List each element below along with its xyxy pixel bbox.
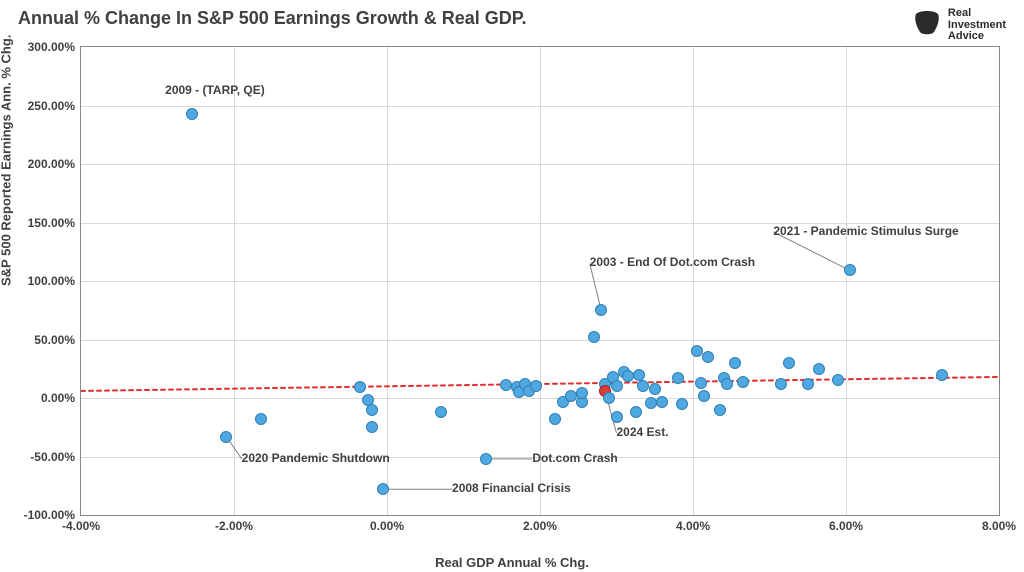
- annotation-label: 2008 Financial Crisis: [452, 481, 571, 495]
- scatter-point: [729, 357, 741, 369]
- scatter-point: [220, 431, 232, 443]
- scatter-point: [622, 370, 634, 382]
- scatter-point: [695, 377, 707, 389]
- scatter-point: [702, 351, 714, 363]
- scatter-point: [633, 369, 645, 381]
- scatter-point: [611, 411, 623, 423]
- annotation-label: 2024 Est.: [617, 425, 669, 439]
- y-tick-label: 150.00%: [28, 216, 75, 230]
- x-tick-label: 6.00%: [829, 519, 863, 533]
- scatter-point: [691, 345, 703, 357]
- scatter-point: [714, 404, 726, 416]
- scatter-point: [649, 383, 661, 395]
- scatter-point: [645, 397, 657, 409]
- annotation-label: 2020 Pandemic Shutdown: [242, 451, 390, 465]
- scatter-point: [186, 108, 198, 120]
- scatter-point: [366, 404, 378, 416]
- scatter-point: [500, 379, 512, 391]
- lion-icon: [912, 8, 942, 38]
- scatter-point: [354, 381, 366, 393]
- scatter-point: [637, 380, 649, 392]
- annotation-label: 2003 - End Of Dot.com Crash: [590, 255, 755, 269]
- x-tick-label: 8.00%: [982, 519, 1016, 533]
- scatter-point: [844, 264, 856, 276]
- scatter-point: [611, 380, 623, 392]
- scatter-point: [595, 304, 607, 316]
- chart-title: Annual % Change In S&P 500 Earnings Grow…: [18, 8, 526, 29]
- y-tick-label: 200.00%: [28, 157, 75, 171]
- y-tick-label: 0.00%: [41, 391, 75, 405]
- scatter-point: [936, 369, 948, 381]
- y-tick-label: -50.00%: [30, 450, 75, 464]
- scatter-point: [775, 378, 787, 390]
- scatter-point: [588, 331, 600, 343]
- scatter-point: [698, 390, 710, 402]
- annotation-label: 2021 - Pandemic Stimulus Surge: [773, 224, 958, 238]
- x-tick-label: 0.00%: [370, 519, 404, 533]
- scatter-point: [603, 392, 615, 404]
- x-tick-label: -2.00%: [215, 519, 253, 533]
- trend-line: [81, 47, 999, 515]
- scatter-point: [630, 406, 642, 418]
- scatter-point: [832, 374, 844, 386]
- scatter-point: [576, 387, 588, 399]
- x-tick-label: 4.00%: [676, 519, 710, 533]
- annotation-label: Dot.com Crash: [532, 451, 617, 465]
- scatter-point: [255, 413, 267, 425]
- x-axis-label: Real GDP Annual % Chg.: [435, 555, 589, 570]
- scatter-point: [549, 413, 561, 425]
- scatter-point: [676, 398, 688, 410]
- scatter-point: [802, 378, 814, 390]
- scatter-point: [783, 357, 795, 369]
- scatter-point: [737, 376, 749, 388]
- y-tick-label: 50.00%: [34, 333, 75, 347]
- scatter-point: [672, 372, 684, 384]
- scatter-plot: -4.00%-2.00%0.00%2.00%4.00%6.00%8.00%-10…: [80, 46, 1000, 516]
- scatter-point: [377, 483, 389, 495]
- scatter-point: [530, 380, 542, 392]
- scatter-point: [366, 421, 378, 433]
- y-tick-label: -100.00%: [24, 508, 75, 522]
- x-tick-label: 2.00%: [523, 519, 557, 533]
- scatter-point: [435, 406, 447, 418]
- scatter-point: [656, 396, 668, 408]
- annotation-label: 2009 - (TARP, QE): [165, 83, 265, 97]
- logo-text-1: Real: [948, 8, 1006, 20]
- chart-container: Annual % Change In S&P 500 Earnings Grow…: [0, 0, 1024, 572]
- y-tick-label: 100.00%: [28, 274, 75, 288]
- scatter-point: [480, 453, 492, 465]
- scatter-point: [721, 378, 733, 390]
- y-tick-label: 300.00%: [28, 40, 75, 54]
- scatter-point: [813, 363, 825, 375]
- scatter-point: [565, 390, 577, 402]
- y-axis-label: S&P 500 Reported Earnings Ann. % Chg.: [0, 35, 14, 286]
- brand-logo: Real Investment Advice: [912, 8, 1006, 43]
- logo-text-3: Advice: [948, 31, 1006, 43]
- y-tick-label: 250.00%: [28, 99, 75, 113]
